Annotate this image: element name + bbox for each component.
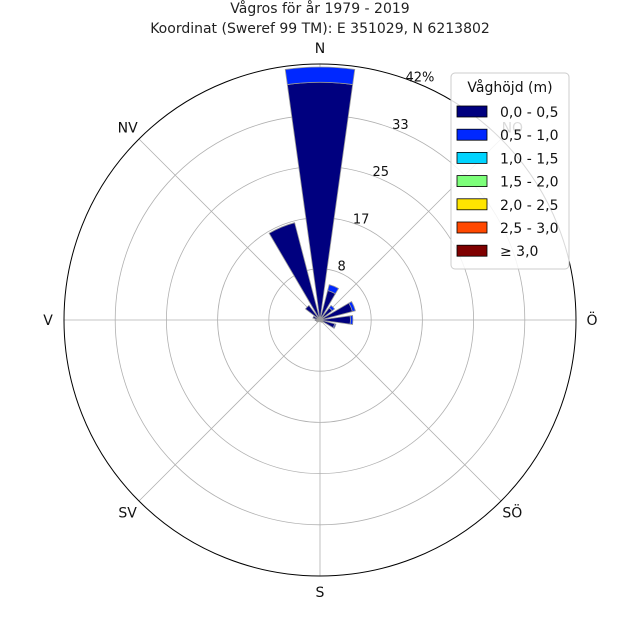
- legend-label-1: 0,5 - 1,0: [500, 128, 558, 144]
- grid-spoke-5: [138, 319, 321, 502]
- grid-spoke-7: [138, 138, 321, 321]
- radial-tick-label-3: 33: [392, 118, 409, 133]
- sector-bar-4-bin-1: [349, 315, 354, 325]
- sector-bar-0-bin-1: [284, 66, 356, 85]
- legend-label-3: 1,5 - 2,0: [500, 175, 558, 191]
- sector-bar-3-bin-1: [348, 300, 356, 313]
- radial-tick-labels: 8 17 25 33 42%: [337, 70, 434, 274]
- direction-label-sv: SV: [118, 505, 137, 521]
- legend-swatch-1: [456, 128, 488, 141]
- legend-label-2: 1,0 - 1,5: [500, 151, 558, 167]
- legend-swatch-3: [456, 175, 488, 188]
- legend-label-5: 2,5 - 3,0: [500, 221, 558, 237]
- legend-swatch-6: [456, 244, 488, 257]
- direction-label-nv: NV: [118, 121, 138, 137]
- legend-swatch-5: [456, 221, 488, 234]
- direction-label-n: N: [315, 41, 325, 57]
- chart-title: Vågros för år 1979 - 2019: [230, 0, 409, 17]
- legend-box: [450, 72, 570, 270]
- sector-bar-5-bin-1: [332, 323, 337, 329]
- outer-ring: [63, 63, 577, 577]
- sector-bar-15-bin-0: [268, 222, 321, 321]
- sector-bar-1-bin-1: [327, 284, 340, 295]
- chart-subtitle: Koordinat (Sweref 99 TM): E 351029, N 62…: [150, 21, 490, 37]
- radial-tick-label-2: 25: [373, 165, 390, 180]
- legend-title: Våghöjd (m): [467, 79, 552, 96]
- legend-swatch-4: [456, 198, 488, 211]
- direction-label-ö: Ö: [586, 311, 597, 329]
- sector-bars: [268, 66, 356, 329]
- legend: Våghöjd (m) 0,0 - 0,5 0,5 - 1,0 1,0 - 1,5 1…: [450, 72, 570, 270]
- direction-label-s: S: [316, 585, 325, 601]
- radial-tick-label-4: 42%: [406, 70, 435, 85]
- legend-label-6: ≥ 3,0: [500, 244, 538, 260]
- radial-tick-label-0: 8: [337, 260, 345, 275]
- legend-items: 0,0 - 0,5 0,5 - 1,0 1,0 - 1,5 1,5 - 2,0 2,0 …: [456, 105, 558, 260]
- sector-bar-14-bin-0: [304, 304, 321, 321]
- legend-swatch-0: [456, 105, 488, 118]
- grid-spoke-3: [319, 319, 502, 502]
- legend-swatch-2: [456, 151, 488, 164]
- direction-label-sö: SÖ: [502, 503, 522, 521]
- legend-label-0: 0,0 - 0,5: [500, 105, 558, 121]
- sector-bar-12-bin-0: [314, 318, 321, 322]
- legend-label-4: 2,0 - 2,5: [500, 198, 558, 214]
- sector-bar-0-bin-0: [286, 81, 354, 321]
- direction-label-v: V: [43, 313, 53, 329]
- radial-tick-label-1: 17: [353, 212, 370, 227]
- sector-bar-2-bin-1: [328, 304, 336, 312]
